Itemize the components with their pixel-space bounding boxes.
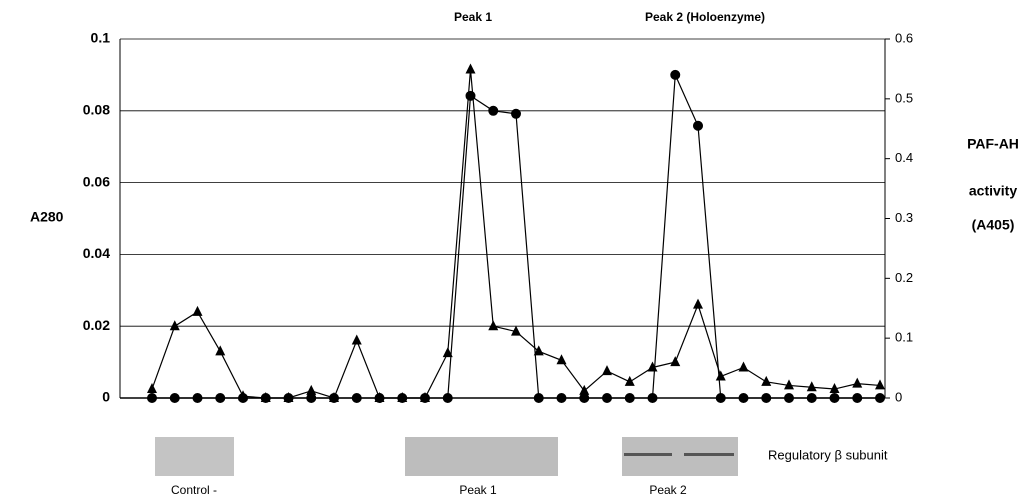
marker xyxy=(807,393,817,403)
marker xyxy=(443,393,453,403)
marker xyxy=(602,365,612,375)
marker xyxy=(852,393,862,403)
marker xyxy=(170,393,180,403)
gel-lane xyxy=(405,437,558,476)
gel-label: Control - xyxy=(171,483,217,497)
marker xyxy=(534,393,544,403)
marker xyxy=(716,393,726,403)
y2-axis-label: (A405) xyxy=(972,217,1015,233)
annotation: Peak 2 (Holoenzyme) xyxy=(645,10,765,24)
annotation: Peak 1 xyxy=(454,10,492,24)
marker xyxy=(238,393,248,403)
marker xyxy=(875,393,885,403)
marker xyxy=(215,345,225,355)
y2-axis-label: PAF-AH xyxy=(967,136,1019,152)
y-axis-label: A280 xyxy=(30,209,64,225)
gel-label: Peak 1 xyxy=(459,483,497,497)
marker xyxy=(466,64,476,74)
y2-tick-label: 0.3 xyxy=(895,210,913,225)
marker xyxy=(625,393,635,403)
marker xyxy=(193,306,203,316)
marker xyxy=(375,393,385,403)
y-tick-label: 0.1 xyxy=(91,30,111,46)
marker xyxy=(761,393,771,403)
y-tick-label: 0.08 xyxy=(83,102,110,118)
marker xyxy=(170,320,180,330)
y-tick-label: 0.02 xyxy=(83,317,110,333)
gel-band xyxy=(624,453,672,456)
marker xyxy=(670,70,680,80)
gel-lane xyxy=(622,437,738,476)
marker xyxy=(147,383,157,393)
y2-tick-label: 0.2 xyxy=(895,270,913,285)
gel-label: Peak 2 xyxy=(649,483,687,497)
marker xyxy=(693,121,703,131)
y2-tick-label: 0.5 xyxy=(895,90,913,105)
marker xyxy=(306,393,316,403)
marker xyxy=(397,393,407,403)
marker xyxy=(648,393,658,403)
marker xyxy=(329,393,339,403)
marker xyxy=(352,335,362,345)
y2-tick-label: 0.1 xyxy=(895,330,913,345)
marker xyxy=(420,393,430,403)
marker xyxy=(670,356,680,366)
y-tick-label: 0 xyxy=(102,389,110,405)
marker xyxy=(215,393,225,403)
marker xyxy=(352,393,362,403)
gel-band xyxy=(684,453,734,456)
marker xyxy=(852,378,862,388)
marker xyxy=(557,393,567,403)
marker xyxy=(875,379,885,389)
marker xyxy=(602,393,612,403)
chart: A280 PAF-AH activity (A405) Peak 1 Peak … xyxy=(0,0,1035,500)
marker xyxy=(807,381,817,391)
marker xyxy=(511,109,521,119)
marker xyxy=(784,393,794,403)
marker xyxy=(261,393,271,403)
marker xyxy=(147,393,157,403)
marker xyxy=(739,361,749,371)
marker xyxy=(488,320,498,330)
y2-axis-label: activity xyxy=(969,183,1017,199)
y2-tick-label: 0.4 xyxy=(895,150,913,165)
marker xyxy=(488,106,498,116)
marker xyxy=(193,393,203,403)
gel-lane xyxy=(155,437,234,476)
gel-caption: Regulatory β subunit xyxy=(768,447,888,462)
y2-tick-label: 0 xyxy=(895,389,902,404)
y-tick-label: 0.06 xyxy=(83,173,110,189)
y2-tick-label: 0.6 xyxy=(895,30,913,45)
marker xyxy=(579,393,589,403)
data-line xyxy=(152,75,880,398)
marker xyxy=(466,91,476,101)
marker xyxy=(739,393,749,403)
marker xyxy=(830,393,840,403)
marker xyxy=(284,393,294,403)
marker xyxy=(761,376,771,386)
marker xyxy=(693,299,703,309)
y-tick-label: 0.04 xyxy=(83,245,110,261)
